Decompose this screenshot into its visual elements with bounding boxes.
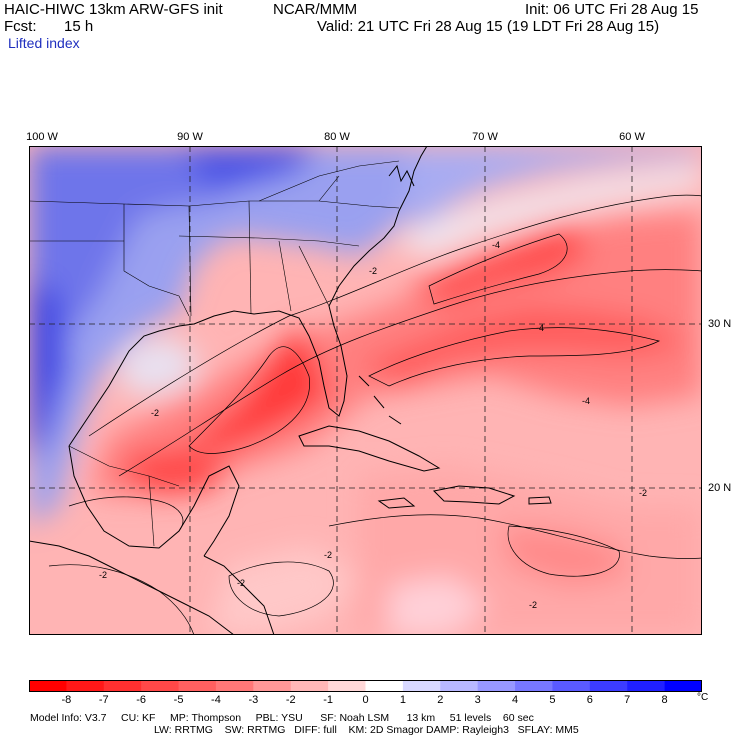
colorbar-tick-label: 2 — [437, 694, 444, 706]
colorbar-swatch — [66, 680, 105, 692]
colorbar-swatch — [515, 680, 553, 692]
colorbar-frame — [29, 680, 702, 692]
contour-label: -2 — [237, 578, 245, 588]
contours — [48, 194, 702, 635]
lifted-index-map: -2 -2 -2 -2 -4 -4 -4 -2 -2 -2 — [29, 146, 702, 635]
lon-label-70w: 70 W — [472, 131, 498, 143]
colorbar-tick-label: -8 — [61, 694, 72, 706]
forecast-label: Fcst: — [4, 18, 37, 35]
contour-label: -4 — [582, 396, 590, 406]
colorbar-unit: °C — [697, 692, 709, 703]
colorbar-tick-label: -1 — [323, 694, 333, 706]
colorbar-swatch — [29, 680, 67, 692]
lon-label-80w: 80 W — [324, 131, 350, 143]
colorbar-swatch — [664, 680, 702, 692]
colorbar-swatch — [253, 680, 292, 692]
colorbar-swatch — [215, 680, 254, 692]
lon-label-100w: 100 W — [26, 131, 58, 143]
colorbar-tick-label: 5 — [549, 694, 556, 706]
contour-label: -2 — [99, 570, 107, 580]
contour-label: -2 — [324, 550, 332, 560]
center-label: NCAR/MMM — [273, 1, 358, 18]
lon-label-60w: 60 W — [619, 131, 645, 143]
colorbar-swatch — [141, 680, 180, 692]
contour-label: -2 — [369, 266, 377, 276]
colorbar-tick-label: 6 — [586, 694, 593, 706]
lat-label-20n: 20 N — [708, 482, 732, 494]
colorbar-tick-label: -4 — [211, 694, 221, 706]
footer-model-info: Model Info: V3.7 CU: KF MP: Thompson PBL… — [30, 712, 534, 724]
colorbar-tick-label: 4 — [511, 694, 519, 706]
colorbar-swatch — [402, 680, 441, 692]
colorbar-swatch — [440, 680, 479, 692]
contour-label: -4 — [536, 323, 544, 333]
colorbar — [29, 680, 702, 692]
colorbar-tick-label: 3 — [474, 694, 481, 706]
coastlines — [29, 146, 552, 635]
field-shading — [29, 146, 702, 635]
colorbar-tick-label: 8 — [661, 694, 668, 706]
colorbar-tick-label: -2 — [285, 694, 296, 706]
field-name: Lifted index — [8, 35, 80, 51]
contour-label: -2 — [639, 488, 647, 498]
colorbar-swatch — [589, 680, 628, 692]
colorbar-tick-label: -5 — [173, 694, 184, 706]
contour-label: -2 — [151, 408, 159, 418]
lat-label-30n: 30 N — [708, 318, 732, 330]
valid-time: Valid: 21 UTC Fri 28 Aug 15 (19 LDT Fri … — [317, 18, 660, 35]
colorbar-swatch — [328, 680, 366, 692]
colorbar-tick-label: -7 — [98, 694, 109, 706]
graticule — [29, 146, 702, 635]
colorbar-swatch — [290, 680, 329, 692]
init-time: Init: 06 UTC Fri 28 Aug 15 — [525, 1, 699, 18]
colorbar-swatch — [103, 680, 142, 692]
colorbar-tick-label: 0 — [362, 694, 369, 706]
lon-label-90w: 90 W — [177, 131, 203, 143]
colorbar-tick-label: 7 — [624, 694, 631, 706]
map-frame — [29, 146, 702, 635]
model-title: HAIC-HIWC 13km ARW-GFS init — [4, 1, 223, 18]
contour-label: -2 — [529, 600, 537, 610]
contour-label: -4 — [492, 240, 500, 250]
colorbar-swatch — [178, 680, 217, 692]
colorbar-tick-label: 1 — [399, 694, 406, 706]
colorbar-swatch — [477, 680, 516, 692]
colorbar-swatch — [627, 680, 666, 692]
colorbar-swatch — [552, 680, 591, 692]
colorbar-swatch — [365, 680, 404, 692]
footer-physics-info: LW: RRTMG SW: RRTMG DIFF: full KM: 2D Sm… — [154, 724, 579, 736]
forecast-hour: 15 h — [64, 18, 94, 35]
colorbar-tick-label: -6 — [136, 694, 147, 706]
colorbar-tick-label: -3 — [248, 694, 259, 706]
state-borders — [29, 160, 400, 547]
